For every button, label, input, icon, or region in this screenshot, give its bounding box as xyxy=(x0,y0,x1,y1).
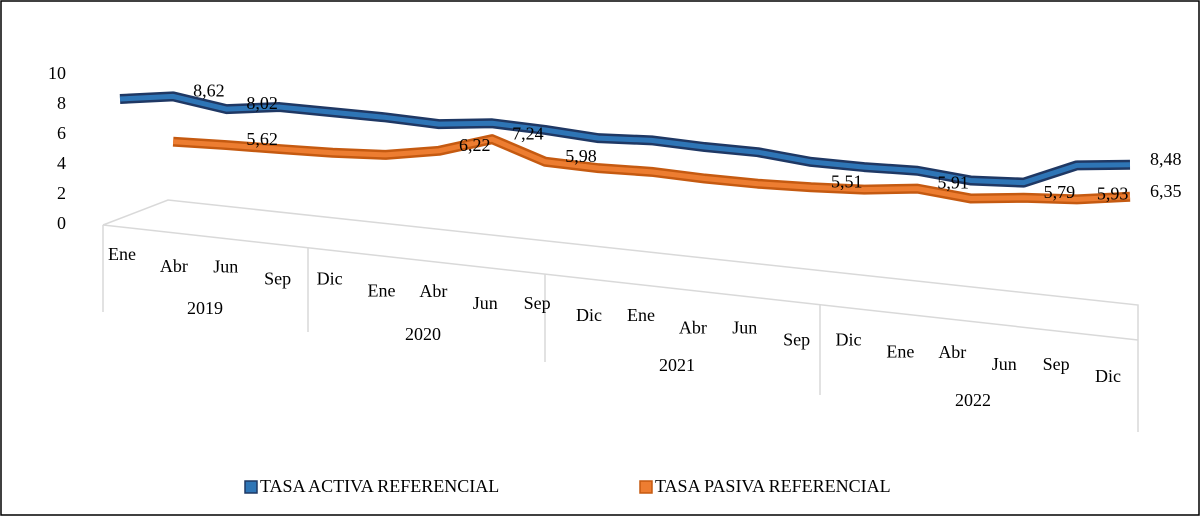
x-tick-label: Jun xyxy=(992,354,1017,374)
x-tick-label: Dic xyxy=(1095,366,1121,386)
data-label: 5,51 xyxy=(831,171,863,191)
x-tick-label: Ene xyxy=(108,244,136,264)
x-tick-label: Dic xyxy=(836,330,862,350)
x-tick-label: Sep xyxy=(1043,354,1070,374)
floor xyxy=(102,199,1139,432)
y-tick-label: 8 xyxy=(57,93,66,113)
y-tick-label: 0 xyxy=(57,213,66,233)
x-tick-label: Jun xyxy=(732,317,757,337)
y-tick-label: 4 xyxy=(57,153,66,173)
data-label: 5,91 xyxy=(937,173,969,193)
x-tick-label: Abr xyxy=(679,317,707,337)
series-line xyxy=(119,93,1131,186)
legend-swatch xyxy=(244,480,258,494)
legend-swatch xyxy=(639,480,653,494)
x-tick-label: Ene xyxy=(367,281,395,301)
y-tick-label: 10 xyxy=(48,63,66,83)
data-label: 8,62 xyxy=(193,81,225,101)
data-label: 7,24 xyxy=(512,123,544,143)
data-label: 5,62 xyxy=(246,129,278,149)
x-tick-label: Abr xyxy=(160,256,188,276)
data-label: 5,93 xyxy=(1097,183,1129,203)
x-tick-label: Jun xyxy=(473,293,498,313)
legend-label: TASA PASIVA REFERENCIAL xyxy=(655,476,891,496)
x-tick-label: Abr xyxy=(938,342,966,362)
data-label: 8,02 xyxy=(246,93,278,113)
data-label: 5,79 xyxy=(1044,182,1076,202)
year-label: 2021 xyxy=(659,355,695,375)
x-tick-label: Dic xyxy=(576,305,602,325)
x-tick-label: Ene xyxy=(886,342,914,362)
year-label: 2020 xyxy=(405,324,441,344)
series-line xyxy=(172,136,1131,202)
x-tick-label: Ene xyxy=(627,305,655,325)
data-label: 6,35 xyxy=(1150,181,1182,201)
x-tick-label: Sep xyxy=(264,268,291,288)
legend-label: TASA ACTIVA REFERENCIAL xyxy=(260,476,499,496)
data-label: 5,98 xyxy=(565,146,597,166)
y-tick-label: 6 xyxy=(57,123,66,143)
data-label: 6,22 xyxy=(459,135,491,155)
data-label: 8,48 xyxy=(1150,149,1182,169)
year-label: 2019 xyxy=(187,298,223,318)
x-tick-label: Sep xyxy=(783,329,810,349)
x-tick-label: Jun xyxy=(213,256,238,276)
year-label: 2022 xyxy=(955,390,991,410)
x-tick-label: Abr xyxy=(419,281,447,301)
x-tick-label: Dic xyxy=(317,269,343,289)
y-tick-label: 2 xyxy=(57,183,66,203)
x-tick-label: Sep xyxy=(524,293,551,313)
